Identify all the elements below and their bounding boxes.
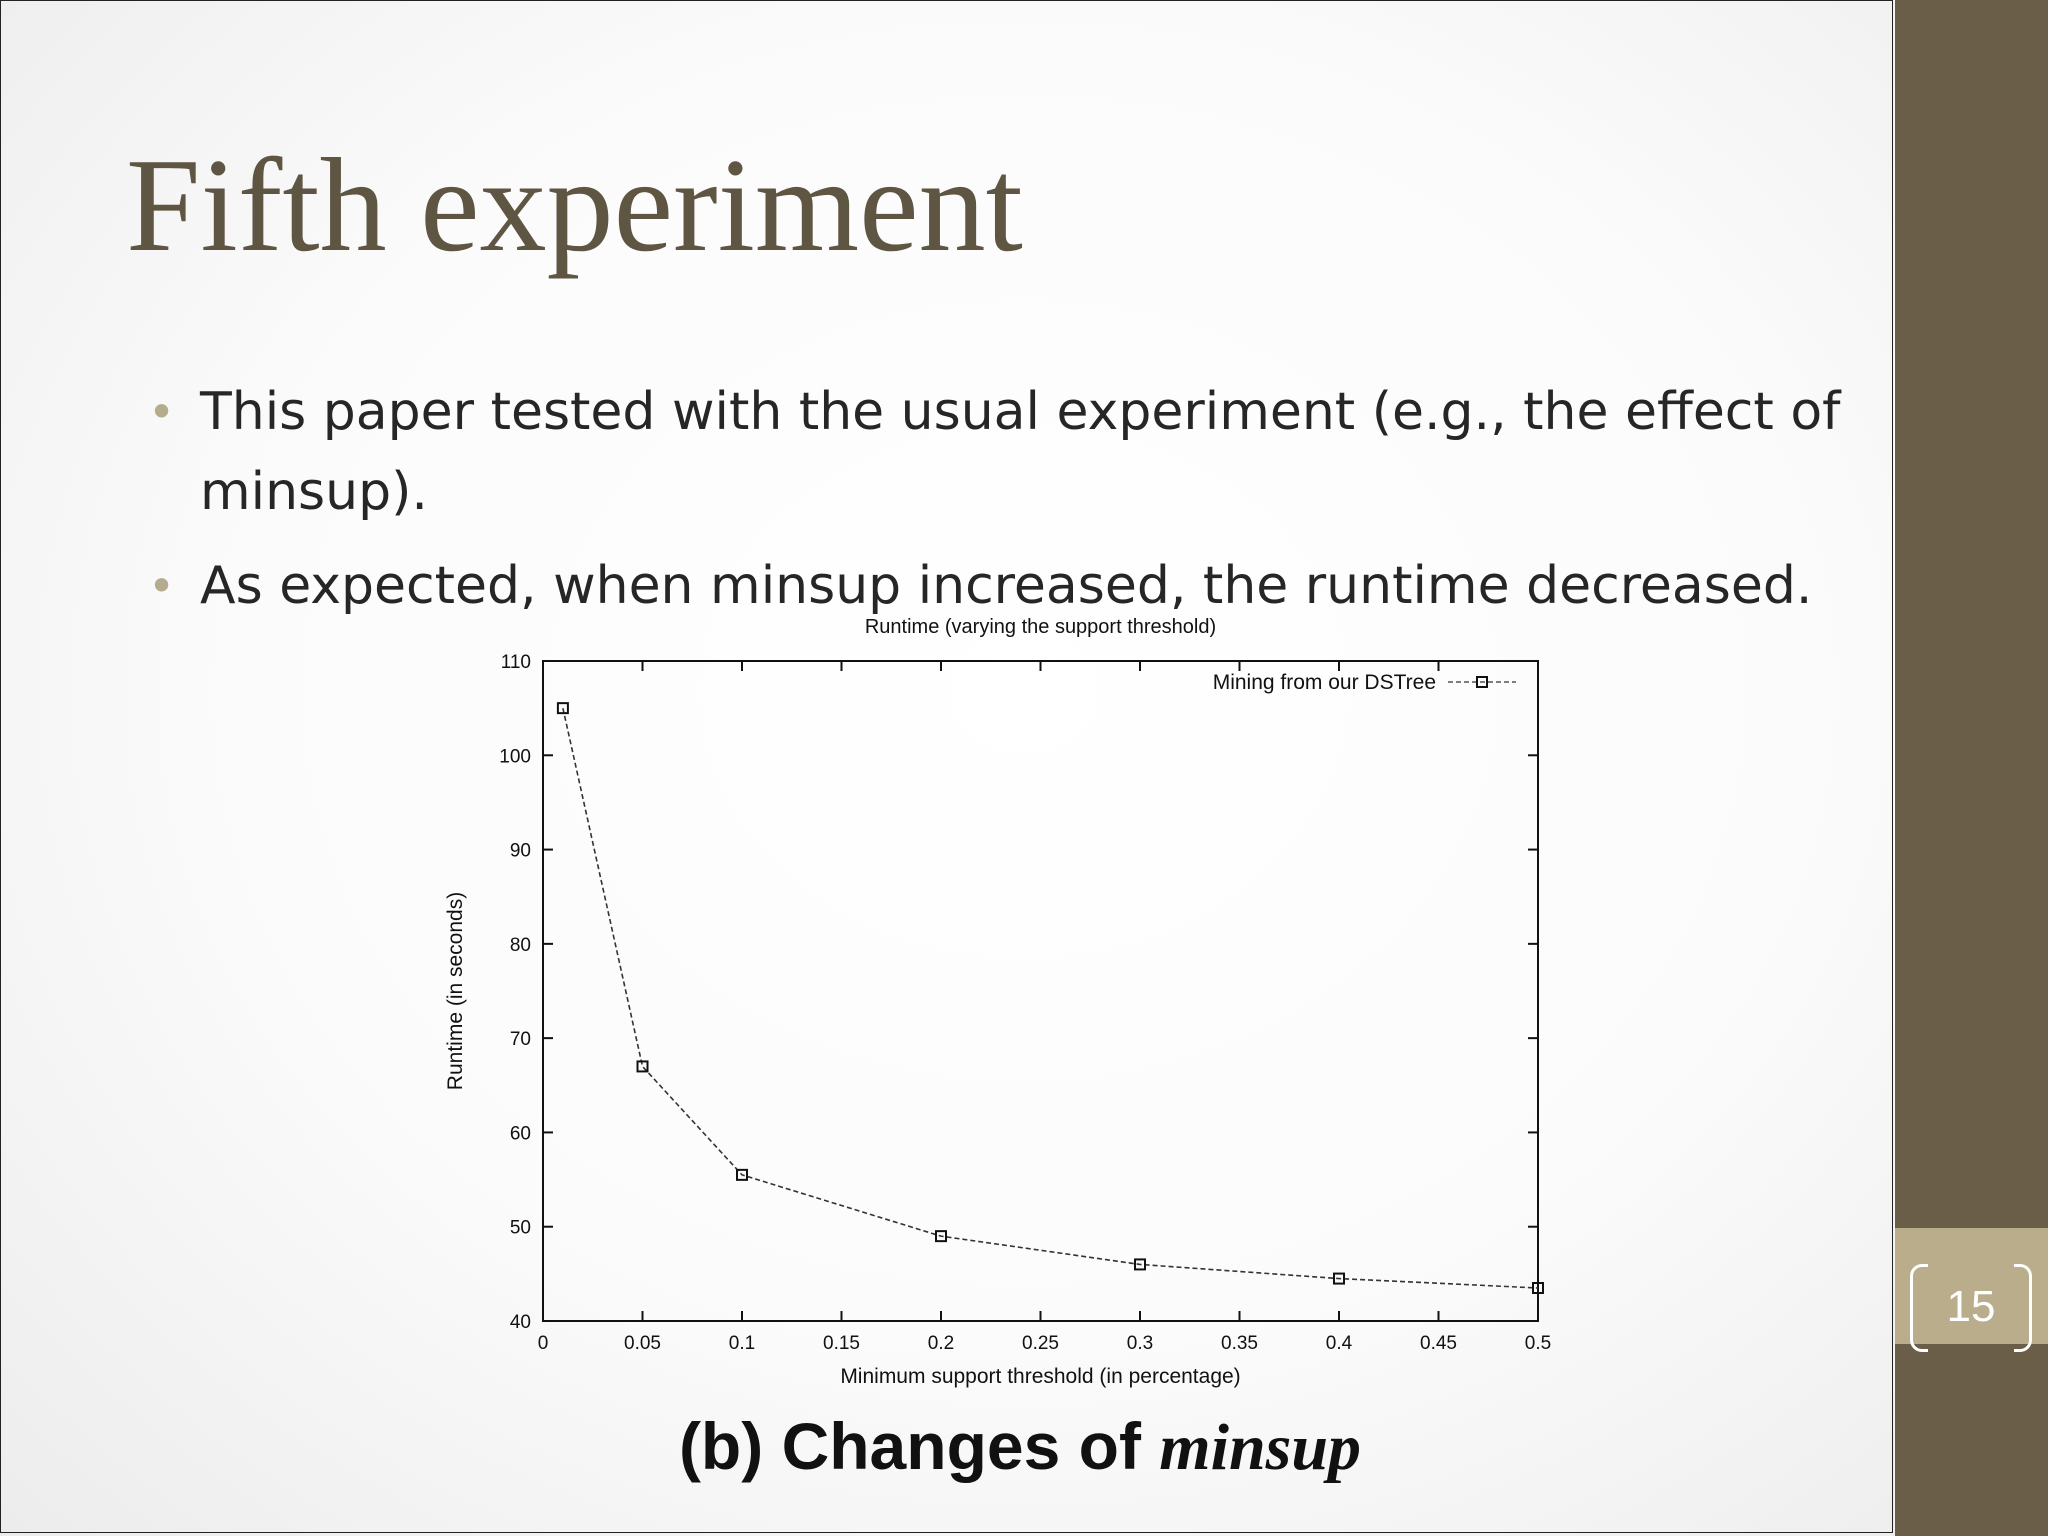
data-point-marker <box>1333 1272 1345 1285</box>
legend-label: Mining from our DSTree <box>1213 671 1436 694</box>
bullet-dot-icon: • <box>148 559 176 613</box>
slide-title: Fifth experiment <box>126 131 1023 279</box>
y-tick-label: 80 <box>510 935 531 956</box>
caption-italic: minsup <box>1159 1411 1362 1484</box>
data-point-marker <box>636 1060 649 1073</box>
bullet-text: This paper tested with the usual experim… <box>200 382 1841 522</box>
x-tick-label: 0.3 <box>1127 1333 1153 1354</box>
caption-prefix: (b) Changes of <box>678 1409 1160 1483</box>
slide-frame <box>0 0 1893 1533</box>
page-bracket-right <box>2014 1264 2032 1352</box>
page-number-tab <box>1895 1228 2048 1344</box>
chart-title: Runtime (varying the support threshold) <box>865 616 1216 638</box>
x-tick-label: 0.2 <box>928 1333 954 1354</box>
x-tick-label: 0.25 <box>1022 1333 1059 1354</box>
y-tick-label: 50 <box>510 1218 531 1239</box>
runtime-chart: Runtime (varying the support threshold) 0… <box>420 610 1570 1510</box>
bullet-list: • This paper tested with the usual exper… <box>148 372 1848 640</box>
y-tick-label: 100 <box>499 746 531 767</box>
series-line <box>562 707 1539 1289</box>
y-tick-label: 110 <box>501 652 531 673</box>
x-tick-label: 0.45 <box>1420 1333 1457 1354</box>
figure-caption: (b) Changes of minsup <box>420 1408 1620 1486</box>
x-tick-label: 0.4 <box>1326 1333 1353 1354</box>
x-tick-label: 0.35 <box>1221 1333 1258 1354</box>
bullet-dot-icon: • <box>148 385 176 439</box>
x-tick-label: 0.15 <box>823 1333 860 1354</box>
data-point-marker <box>736 1168 748 1181</box>
legend-marker <box>1476 676 1488 688</box>
x-tick-label: 0.1 <box>729 1333 755 1354</box>
x-tick-label: 0.05 <box>624 1333 661 1354</box>
bullet-item: • As expected, when minsup increased, th… <box>148 546 1848 626</box>
y-tick-label: 40 <box>510 1312 531 1333</box>
data-point-marker <box>556 702 569 715</box>
y-tick-label: 70 <box>510 1029 531 1050</box>
y-axis-label: Runtime (in seconds) <box>444 892 467 1090</box>
bullet-text: As expected, when minsup increased, the … <box>200 556 1813 616</box>
y-tick-label: 90 <box>510 841 531 862</box>
x-tick-label: 0.5 <box>1525 1333 1551 1354</box>
bullet-item: • This paper tested with the usual exper… <box>148 372 1848 532</box>
chart-canvas: Runtime (varying the support threshold) 0… <box>444 616 1551 1388</box>
data-point-marker <box>1134 1258 1146 1271</box>
page-bracket-left <box>1910 1264 1928 1352</box>
data-point-marker <box>1532 1282 1544 1294</box>
data-point-marker <box>935 1230 947 1243</box>
y-tick-label: 60 <box>510 1123 531 1144</box>
x-axis-label: Minimum support threshold (in percentage… <box>840 1365 1240 1388</box>
x-tick-label: 0 <box>538 1333 549 1354</box>
page-number: 15 <box>1946 1282 1996 1331</box>
plot-border <box>542 660 1539 1322</box>
